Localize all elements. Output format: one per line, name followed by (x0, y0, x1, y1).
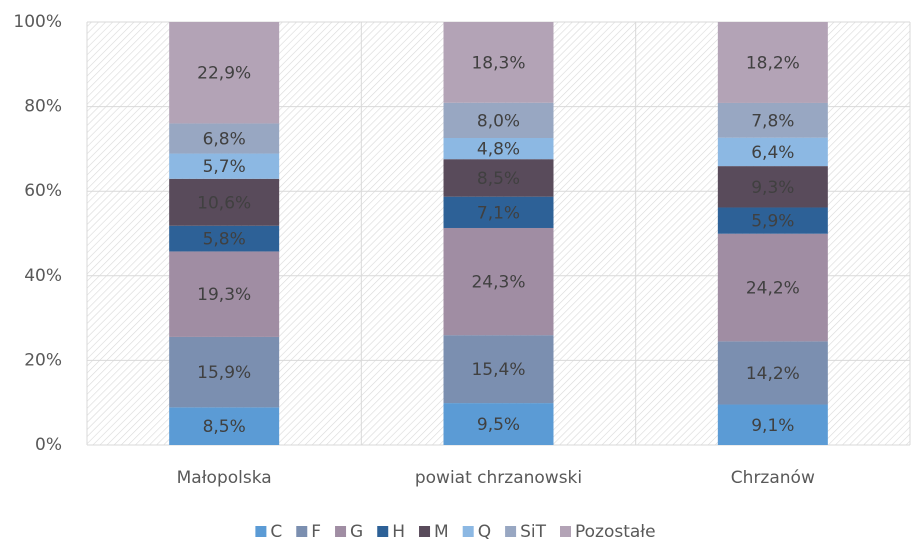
x-tick-label: Chrzanów (731, 468, 815, 488)
bar-segment (717, 341, 828, 405)
bar-segment (169, 225, 280, 252)
legend-swatch (419, 526, 431, 537)
legend-swatch (377, 526, 389, 537)
value-label: 5,7% (203, 157, 246, 177)
bar-segment (717, 22, 828, 103)
y-tick-label: 20% (24, 350, 62, 370)
bar-segment (169, 407, 280, 445)
legend-label: Q (478, 522, 491, 540)
legend-label: H (392, 522, 405, 540)
bar-segment (443, 335, 554, 404)
value-label: 8,5% (477, 169, 520, 189)
legend-label: M (434, 522, 449, 540)
value-label: 18,2% (746, 53, 800, 73)
bar-segment (443, 403, 554, 445)
legend-label: G (350, 522, 363, 540)
bar-segment (169, 153, 280, 179)
legend-swatch (335, 526, 347, 537)
legend-swatch (462, 526, 474, 537)
value-label: 15,4% (471, 360, 525, 380)
value-label: 7,8% (751, 111, 794, 131)
value-label: 9,1% (751, 416, 794, 436)
value-label: 6,8% (203, 129, 246, 149)
bar-segment (443, 22, 554, 103)
value-label: 9,3% (751, 178, 794, 198)
x-tick-label: powiat chrzanowski (415, 468, 582, 488)
bar-segment (443, 227, 554, 336)
value-label: 5,8% (203, 230, 246, 250)
value-label: 8,0% (477, 111, 520, 131)
legend-label: SiT (520, 522, 547, 540)
bar-segment (169, 178, 280, 226)
value-label: 22,9% (197, 64, 251, 84)
legend-label: F (311, 522, 321, 540)
bar-segment (717, 207, 828, 234)
bar-segment (443, 159, 554, 197)
bar-segment (169, 123, 280, 154)
bar-segment (443, 102, 554, 139)
legend-swatch (296, 526, 308, 537)
value-label: 6,4% (751, 143, 794, 163)
value-label: 24,3% (471, 273, 525, 293)
value-label: 14,2% (746, 364, 800, 384)
bar-segment (169, 336, 280, 408)
value-label: 4,8% (477, 140, 520, 160)
legend-swatch (255, 526, 267, 537)
value-label: 8,5% (203, 417, 246, 437)
legend-label: C (270, 522, 282, 540)
bar-segment (717, 102, 828, 138)
y-tick-label: 40% (24, 266, 62, 286)
x-tick-label: Małopolska (177, 468, 272, 488)
value-label: 19,3% (197, 285, 251, 305)
legend-swatch (560, 526, 571, 537)
bar-segment (443, 196, 554, 228)
bar-segment (169, 251, 280, 337)
y-tick-label: 100% (13, 12, 62, 32)
bar-segment (717, 166, 828, 208)
legend-label: Pozostałe (575, 522, 656, 540)
value-label: 24,2% (746, 279, 800, 299)
y-tick-label: 80% (24, 97, 62, 117)
value-label: 9,5% (477, 415, 520, 435)
value-label: 7,1% (477, 203, 520, 223)
bar-segment (717, 137, 828, 167)
y-tick-label: 0% (35, 435, 62, 455)
value-label: 5,9% (751, 212, 794, 232)
value-label: 15,9% (197, 363, 251, 383)
bar-segment (443, 138, 554, 160)
legend-swatch (505, 526, 517, 537)
value-label: 10,6% (197, 193, 251, 213)
bar-segment (169, 22, 280, 124)
bar-segment (717, 404, 828, 445)
y-tick-label: 60% (24, 181, 62, 201)
value-label: 18,3% (471, 53, 525, 73)
bar-segment (717, 233, 828, 342)
